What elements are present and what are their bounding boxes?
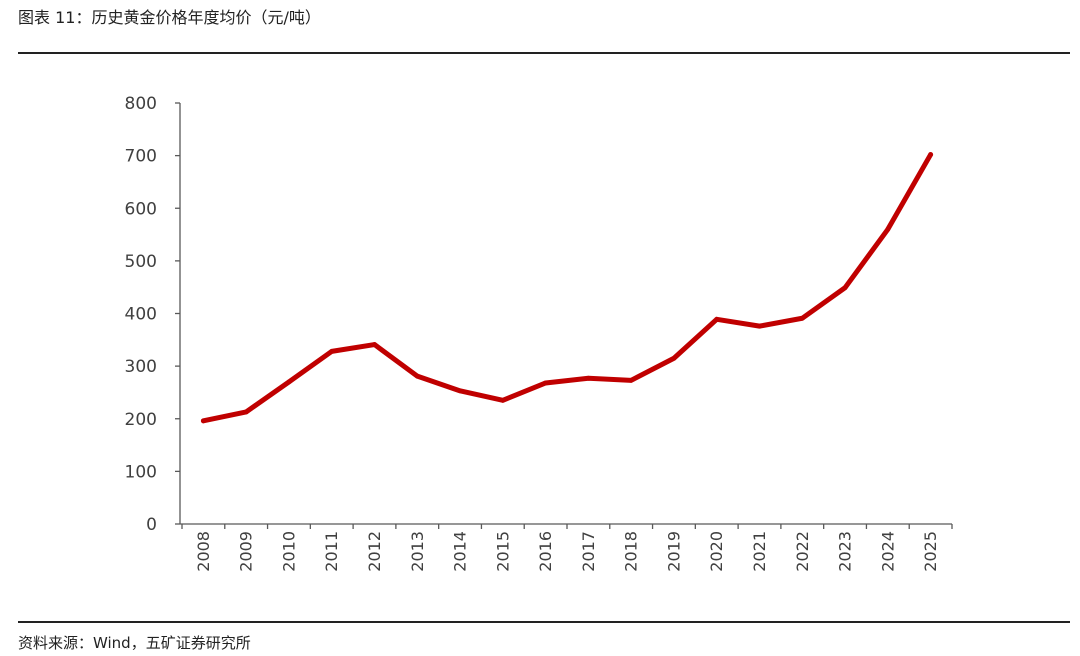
source-note: 资料来源：Wind，五矿证券研究所	[18, 634, 251, 652]
data-point	[286, 379, 292, 385]
y-tick-label: 100	[125, 462, 157, 482]
y-tick-label: 300	[125, 357, 157, 377]
data-point	[628, 377, 634, 383]
data-point	[799, 315, 805, 321]
y-tick-label: 700	[125, 147, 157, 167]
data-point	[928, 152, 934, 157]
y-tick-label: 400	[125, 305, 157, 325]
y-axis-ticks: 0 100 200 300 400 500 600 700 800	[125, 94, 180, 535]
data-point	[885, 226, 891, 232]
y-tick-label: 600	[125, 199, 157, 219]
data-point	[414, 373, 420, 379]
data-point	[457, 388, 463, 394]
x-tick-label: 2024	[878, 531, 897, 572]
data-point	[671, 355, 677, 361]
data-point	[329, 348, 335, 354]
data-point	[585, 375, 591, 381]
data-point	[842, 285, 848, 291]
series-line-0	[200, 152, 934, 424]
x-tick-label: 2012	[365, 531, 384, 572]
x-tick-label: 2017	[579, 531, 598, 572]
x-tick-label: 2021	[750, 531, 769, 572]
x-tick-label: 2015	[493, 531, 512, 572]
y-tick-label: 800	[125, 94, 157, 114]
x-tick-label: 2008	[194, 531, 213, 572]
x-tick-label: 2022	[793, 531, 812, 572]
header-divider	[18, 52, 1070, 54]
x-tick-label: 2014	[451, 531, 470, 572]
x-tick-label: 2025	[921, 531, 940, 572]
x-tick-label: 2016	[536, 531, 555, 572]
x-tick-label: 2009	[237, 531, 256, 572]
data-point	[243, 409, 249, 415]
data-point	[200, 418, 206, 424]
x-tick-label: 2023	[836, 531, 855, 572]
x-tick-label: 2020	[707, 531, 726, 572]
data-point	[543, 380, 549, 386]
chart-series	[200, 152, 934, 424]
chart-title: 图表 11：历史黄金价格年度均价（元/吨）	[18, 8, 321, 27]
footer-divider	[18, 621, 1070, 623]
y-tick-label: 0	[146, 515, 157, 535]
y-tick-label: 500	[125, 252, 157, 272]
data-point	[757, 323, 762, 329]
data-point	[714, 316, 720, 322]
chart-axes	[179, 103, 952, 525]
y-tick-label: 200	[125, 410, 157, 430]
x-tick-label: 2018	[622, 531, 641, 572]
x-tick-label: 2011	[322, 531, 341, 572]
data-point	[500, 397, 506, 403]
data-point	[372, 342, 377, 347]
x-tick-label: 2013	[408, 531, 427, 572]
x-axis-ticks: 2008 2009 2010 2011 2012 2013 2014 2015 2016 2017…	[181, 524, 953, 572]
x-tick-label: 2019	[664, 531, 683, 572]
x-tick-label: 2010	[279, 531, 298, 572]
